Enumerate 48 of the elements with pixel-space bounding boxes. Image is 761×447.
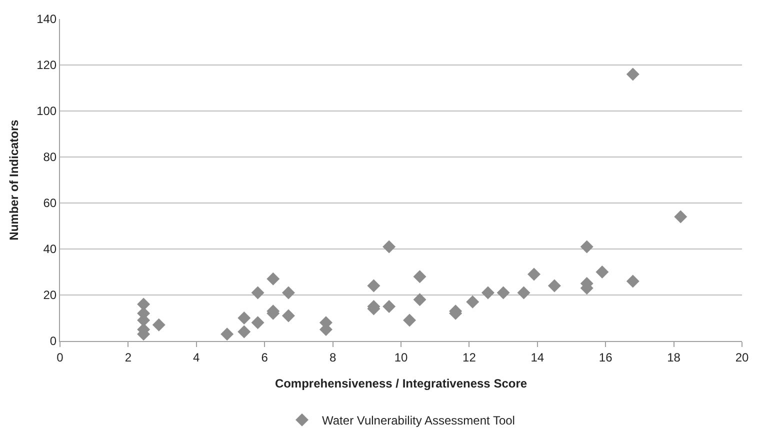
y-tick-label: 20 xyxy=(43,288,57,302)
point xyxy=(238,312,251,324)
y-tick-label: 60 xyxy=(43,196,57,210)
point xyxy=(517,286,530,300)
x-tick-label: 6 xyxy=(261,350,268,364)
point xyxy=(674,210,688,224)
x-tick-label: 8 xyxy=(329,350,336,364)
point xyxy=(367,279,380,292)
point xyxy=(413,293,426,306)
point xyxy=(626,274,640,288)
point xyxy=(220,328,234,341)
x-axis-title: Comprehensiveness / Integrativeness Score xyxy=(274,376,528,390)
x-tick-label: 4 xyxy=(193,350,200,364)
point xyxy=(596,266,609,278)
point xyxy=(580,240,594,254)
point xyxy=(413,270,426,284)
point xyxy=(382,240,396,254)
x-tick-label: 2 xyxy=(124,350,132,364)
x-tick-label: 12 xyxy=(462,350,476,364)
point xyxy=(626,68,640,81)
y-tick-label: 0 xyxy=(50,334,57,348)
point xyxy=(266,272,280,286)
point xyxy=(282,309,295,322)
x-tick-label: 20 xyxy=(735,350,749,364)
point xyxy=(238,325,251,338)
x-tick-label: 18 xyxy=(667,350,681,364)
point xyxy=(548,279,561,292)
point xyxy=(403,314,416,327)
y-tick-label: 40 xyxy=(43,242,57,256)
legend-label: Water Vulnerability Assessment Tool xyxy=(322,414,515,428)
y-axis-title: Number of Indicators xyxy=(6,119,21,240)
point xyxy=(152,318,166,332)
y-tick-label: 80 xyxy=(43,150,57,164)
y-tick-label: 100 xyxy=(36,104,57,118)
point xyxy=(251,316,264,330)
x-tick-label: 14 xyxy=(530,350,544,364)
point xyxy=(382,300,396,313)
point xyxy=(466,295,480,308)
point xyxy=(481,286,494,300)
x-tick-label: 16 xyxy=(598,350,613,364)
point xyxy=(251,286,264,300)
y-tick-label: 140 xyxy=(36,12,57,26)
y-tick-label: 120 xyxy=(36,58,57,72)
point xyxy=(496,286,510,300)
point xyxy=(137,298,150,311)
point xyxy=(527,268,540,281)
point xyxy=(282,286,295,300)
x-tick-label: 10 xyxy=(394,350,408,364)
